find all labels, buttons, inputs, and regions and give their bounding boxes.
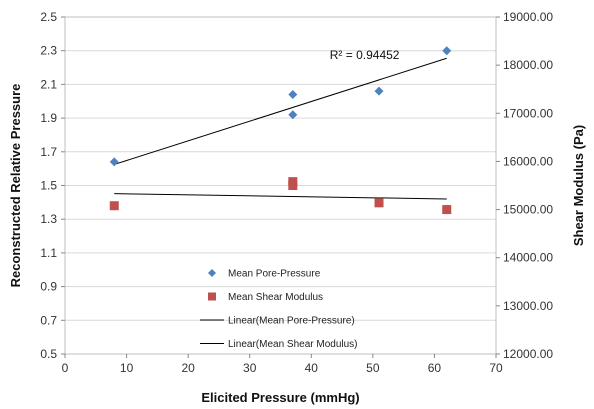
legend: Mean Pore-Pressure Mean Shear Modulus Line… [200,269,358,350]
right-tick-label: 18000.00 [503,58,553,72]
left-tick-label: 0.5 [40,347,57,361]
data-point-diamond [442,46,452,56]
left-tick-label: 1.9 [40,111,57,125]
data-point-square [109,201,119,211]
data-point-square [288,181,298,190]
annotations: R² = 0.94452 [330,48,400,62]
right-tick-label: 12000.00 [503,347,553,361]
left-tick-label: 0.7 [40,313,57,327]
x-tick-label: 30 [243,361,257,375]
right-tick-label: 16000.00 [503,154,553,168]
right-tick-label: 19000.00 [503,10,553,24]
data-point-diamond [109,157,119,167]
data-point-diamond [288,90,298,100]
legend-label: Mean Shear Modulus [228,292,323,303]
gridlines [65,16,496,355]
left-tick-label: 2.5 [40,10,57,24]
left-tick-label: 1.1 [40,246,57,260]
left-tick-label: 0.9 [40,280,57,294]
x-tick-label: 50 [366,361,380,375]
x-axis-ticks: 0 10 20 30 40 50 60 70 [62,354,503,375]
r-squared-label: R² = 0.94452 [330,48,400,62]
x-axis-title: Elicited Pressure (mmHg) [201,390,359,405]
x-tick-label: 10 [120,361,134,375]
left-tick-label: 1.7 [40,145,57,159]
right-tick-label: 15000.00 [503,203,553,217]
trendline [114,193,447,200]
right-axis-ticks: 12000.00 13000.00 14000.00 15000.00 16000.00… [496,10,553,361]
left-tick-label: 1.3 [40,212,57,226]
legend-marker-square [208,292,216,301]
right-tick-label: 14000.00 [503,251,553,265]
x-tick-label: 20 [181,361,195,375]
right-axis-title: Shear Modulus (Pa) [571,125,586,246]
data-points [109,46,452,215]
right-tick-label: 17000.00 [503,106,553,120]
legend-label: Mean Pore-Pressure [228,269,321,280]
data-point-square [442,205,452,215]
x-tick-label: 60 [428,361,442,375]
x-tick-label: 40 [305,361,319,375]
left-axis-title: Reconstructed Relative Pressure [8,84,23,288]
data-point-diamond [374,86,384,96]
right-tick-label: 13000.00 [503,299,553,313]
data-point-diamond [288,110,298,120]
left-tick-label: 1.5 [40,179,57,193]
data-point-square [374,198,384,208]
left-tick-label: 2.3 [40,44,57,58]
legend-marker-diamond [208,269,216,277]
x-tick-label: 70 [489,361,503,375]
trendline [114,57,447,165]
left-tick-label: 2.1 [40,77,57,91]
legend-label: Linear(Mean Shear Modulus) [228,339,358,350]
trendlines [114,57,447,200]
legend-label: Linear(Mean Pore-Pressure) [228,316,355,327]
x-tick-label: 0 [62,361,69,375]
left-axis-ticks: 0.5 0.7 0.9 1.1 1.3 1.5 1.7 1.9 2.1 2.3 2.5 [40,10,65,361]
